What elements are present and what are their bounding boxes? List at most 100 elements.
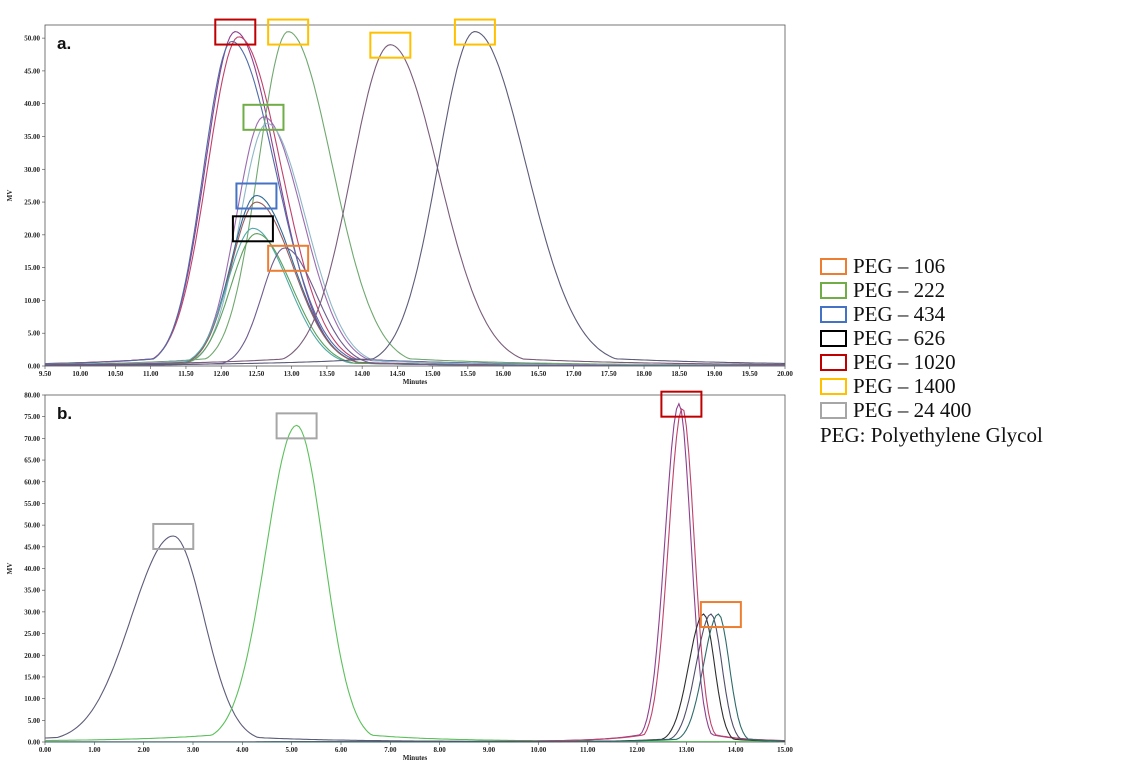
y-axis-title: MV — [6, 190, 14, 202]
peak-marker-box — [453, 18, 496, 46]
peak-marker-box — [699, 601, 742, 629]
y-tick-label: 40.00 — [24, 565, 40, 573]
y-tick-label: 60.00 — [24, 478, 40, 486]
peak-marker-box — [369, 31, 412, 59]
series-line — [45, 613, 785, 743]
legend-label-peg-222: PEG – 222 — [853, 277, 946, 302]
y-tick-label: 20.00 — [24, 652, 40, 660]
x-tick-label: 8.00 — [434, 746, 447, 754]
legend-swatch-peg-24400 — [820, 401, 847, 419]
y-tick-label: 30.00 — [24, 166, 40, 174]
x-tick-label: 0.00 — [39, 746, 52, 754]
x-tick-label: 18.00 — [636, 370, 652, 378]
peak-marker-box — [214, 18, 257, 46]
series-line — [45, 44, 785, 366]
y-tick-label: 50.00 — [24, 35, 40, 43]
x-tick-label: 16.00 — [495, 370, 511, 378]
legend-swatch-peg-222 — [820, 281, 847, 299]
peak-marker-box — [660, 390, 703, 418]
x-tick-label: 12.00 — [629, 746, 645, 754]
y-axis-title: MV — [6, 563, 14, 575]
series-line — [45, 424, 785, 743]
x-tick-label: 19.00 — [707, 370, 723, 378]
legend-item-peg-222: PEG – 222 — [820, 278, 1137, 302]
legend-swatch-peg-1400 — [820, 377, 847, 395]
legend-note: PEG: Polyethylene Glycol — [820, 423, 1043, 447]
plot-frame — [44, 394, 786, 743]
x-tick-label: 4.00 — [236, 746, 249, 754]
x-tick-label: 11.00 — [580, 746, 596, 754]
legend-label-peg-24400: PEG – 24 400 — [853, 397, 972, 422]
y-tick-label: 70.00 — [24, 435, 40, 443]
x-tick-label: 6.00 — [335, 746, 348, 754]
y-tick-label: 75.00 — [24, 413, 40, 421]
series-line — [44, 40, 785, 366]
legend-label-peg-626: PEG – 626 — [853, 325, 946, 350]
x-tick-label: 17.00 — [566, 370, 582, 378]
series-line — [45, 31, 785, 366]
series-line — [45, 194, 785, 367]
legend: PEG – 106 PEG – 222 PEG – 434 PEG – 626 … — [820, 254, 1137, 448]
panel-label: a. — [57, 34, 71, 53]
y-tick-label: 80.00 — [24, 392, 40, 400]
peak-marker-box — [231, 215, 274, 243]
y-tick-label: 10.00 — [24, 297, 40, 305]
x-tick-label: 11.50 — [178, 370, 194, 378]
legend-item-peg-434: PEG – 434 — [820, 302, 1137, 326]
series-line — [44, 535, 785, 743]
y-tick-label: 35.00 — [24, 133, 40, 141]
x-tick-label: 15.50 — [460, 370, 476, 378]
legend-item-peg-1020: PEG – 1020 — [820, 350, 1137, 374]
x-tick-label: 15.00 — [425, 370, 441, 378]
legend-label-peg-1020: PEG – 1020 — [853, 349, 956, 374]
legend-label-peg-106: PEG – 106 — [853, 253, 946, 278]
y-tick-label: 10.00 — [24, 695, 40, 703]
x-tick-label: 7.00 — [384, 746, 397, 754]
series-line — [45, 122, 785, 367]
x-tick-label: 16.50 — [530, 370, 546, 378]
y-tick-label: 45.00 — [24, 67, 40, 75]
x-tick-label: 5.00 — [286, 746, 299, 754]
legend-label-peg-1400: PEG – 1400 — [853, 373, 956, 398]
x-tick-label: 14.00 — [354, 370, 370, 378]
x-tick-label: 10.50 — [108, 370, 124, 378]
x-tick-label: 10.00 — [530, 746, 546, 754]
x-tick-label: 12.50 — [249, 370, 265, 378]
x-tick-label: 11.00 — [143, 370, 159, 378]
panel-a-chart: 9.50 10.00 10.50 11.00 11.50 12.00 12.50 13.00 1… — [6, 18, 793, 386]
x-axis-title: Minutes — [403, 378, 428, 386]
series-line — [45, 31, 785, 366]
x-tick-label: 10.00 — [72, 370, 88, 378]
x-tick-label: 19.50 — [742, 370, 758, 378]
y-tick-label: 25.00 — [24, 630, 40, 638]
x-tick-label: 20.00 — [777, 370, 793, 378]
x-tick-label: 1.00 — [88, 746, 101, 754]
legend-item-peg-626: PEG – 626 — [820, 326, 1137, 350]
y-tick-label: 0.00 — [28, 363, 41, 371]
x-tick-label: 14.50 — [390, 370, 406, 378]
legend-item-peg-1400: PEG – 1400 — [820, 374, 1137, 398]
y-tick-label: 55.00 — [24, 500, 40, 508]
y-tick-label: 35.00 — [24, 587, 40, 595]
legend-item-peg-106: PEG – 106 — [820, 254, 1137, 278]
peak-marker-box — [267, 18, 310, 46]
y-tick-label: 25.00 — [24, 199, 40, 207]
y-tick-label: 50.00 — [24, 522, 40, 530]
peak-marker-box — [275, 412, 318, 440]
x-tick-label: 13.00 — [284, 370, 300, 378]
y-tick-label: 45.00 — [24, 543, 40, 551]
x-tick-label: 9.00 — [483, 746, 496, 754]
series-line — [45, 613, 785, 743]
x-tick-label: 12.00 — [213, 370, 229, 378]
x-tick-label: 18.50 — [671, 370, 687, 378]
x-tick-label: 9.50 — [39, 370, 52, 378]
y-tick-label: 20.00 — [24, 231, 40, 239]
x-tick-label: 17.50 — [601, 370, 617, 378]
y-tick-label: 15.00 — [24, 673, 40, 681]
x-tick-label: 3.00 — [187, 746, 200, 754]
peak-marker-box — [267, 244, 310, 272]
series-line — [45, 233, 785, 367]
y-tick-label: 5.00 — [28, 717, 41, 725]
legend-swatch-peg-1020 — [820, 353, 847, 371]
